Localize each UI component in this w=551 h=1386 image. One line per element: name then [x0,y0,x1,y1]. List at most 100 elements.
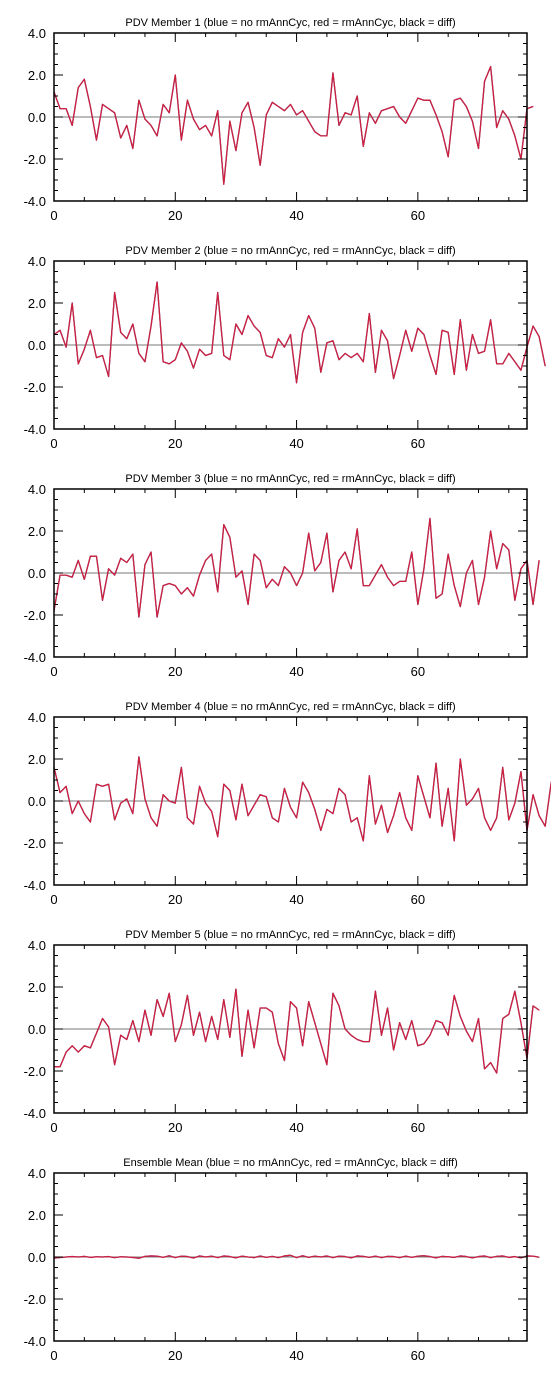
data-point [368,1041,370,1042]
data-point [211,1255,213,1257]
data-point [96,1256,97,1258]
data-point [344,794,346,796]
data-point [290,572,291,574]
data-point [217,836,219,838]
data-point [332,340,334,342]
data-point [453,99,455,101]
data-point [490,66,492,67]
data-point [302,110,304,112]
data-point [114,574,116,576]
data-point [435,597,437,599]
data-point [326,532,328,534]
data-point [411,1257,413,1258]
data-point [89,106,91,107]
data-point [156,1255,158,1257]
y-tick-label: 0.0 [28,1250,46,1265]
data-point [290,1254,291,1256]
data-point [417,1045,419,1047]
data-point [241,1255,243,1257]
data-point [411,830,413,831]
data-point [423,1043,425,1045]
data-point [362,585,364,586]
data-point [520,1022,522,1024]
data-point [162,1257,164,1258]
data-point [126,562,128,563]
data-point [411,110,413,112]
x-tick-label: 60 [411,664,425,679]
data-point [435,114,437,116]
x-tick-label: 60 [411,436,425,451]
y-tick-label: -2.0 [24,152,46,167]
data-point [465,1256,467,1257]
data-point [271,1011,273,1013]
data-point [350,357,352,358]
data-point [296,817,297,819]
data-point [320,830,322,831]
data-point [502,363,504,365]
data-point [459,1016,461,1017]
data-point [441,1022,443,1024]
data-point [405,1039,407,1040]
data-point [308,120,310,122]
data-point [71,1256,73,1257]
data-point [532,794,534,796]
data-point [108,568,109,570]
data-point [180,1255,182,1257]
data-point [187,587,188,589]
data-point [429,355,431,356]
data-point [114,819,116,821]
data-point [332,1257,334,1259]
data-point [356,528,358,530]
data-point [205,1041,207,1042]
data-point [320,371,322,373]
data-point [350,114,352,116]
data-point [71,125,73,126]
data-point [180,1024,182,1026]
y-tick-label: -4.0 [24,194,46,209]
data-point [484,817,485,819]
data-point [211,553,213,555]
data-point [162,585,164,586]
data-point [211,1016,213,1017]
data-point [362,840,364,842]
y-tick-label: 2.0 [28,980,46,995]
x-tick-label: 40 [289,1348,303,1363]
data-point [496,127,498,128]
data-point [502,543,504,544]
data-point [447,156,449,158]
series-line-1 [53,517,540,618]
data-point [229,1037,231,1038]
data-point [180,139,182,141]
data-point [83,578,85,580]
data-point [496,1072,498,1074]
data-point [253,127,255,128]
data-point [247,815,249,817]
data-point [71,813,73,814]
data-point [241,783,243,785]
data-point [138,99,140,101]
data-point [302,781,304,783]
data-point [520,771,522,772]
x-tick-label: 0 [50,664,57,679]
data-point [544,365,546,367]
data-point [77,1051,79,1053]
x-tick-label: 0 [50,436,57,451]
data-point [302,1045,304,1047]
data-point [356,817,358,819]
data-point [174,1257,176,1259]
data-point [223,524,225,526]
data-point [472,120,473,122]
data-point [71,302,73,304]
data-point [435,1020,437,1021]
data-point [465,369,467,371]
data-point [417,1255,419,1257]
data-point [478,1256,479,1257]
data-point [77,800,79,802]
data-point [520,369,522,371]
chart-title: PDV Member 3 (blue = no rmAnnCyc, red = … [125,473,455,485]
data-point [271,101,273,103]
data-point [538,815,540,817]
data-point [96,357,97,358]
data-point [302,332,304,333]
data-point [83,348,85,350]
